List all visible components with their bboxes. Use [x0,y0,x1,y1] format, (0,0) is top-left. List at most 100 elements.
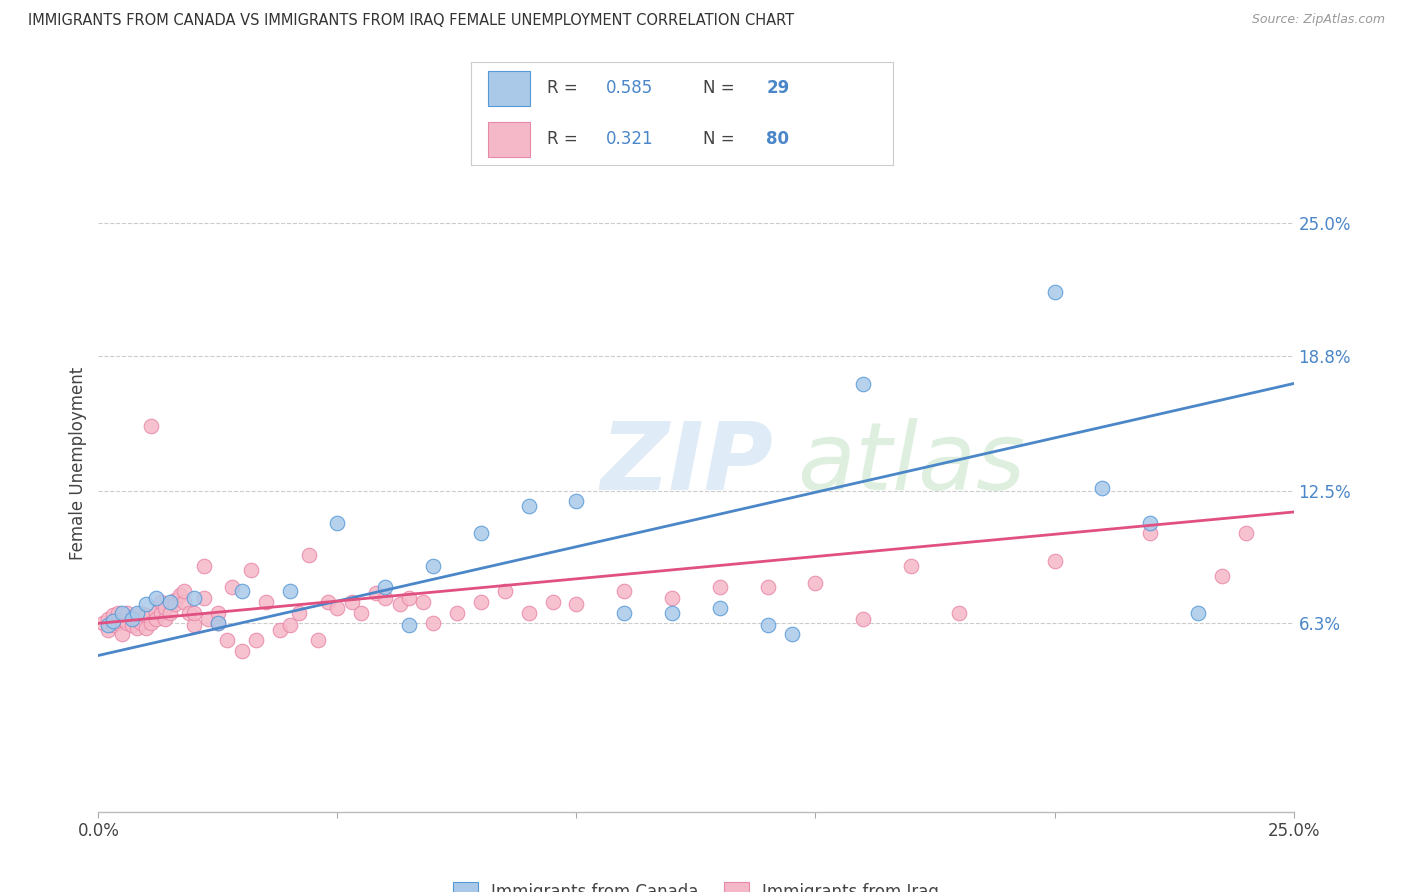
Point [149,595,172,609]
Point [422,616,444,631]
Text: atlas: atlas [797,418,1026,509]
Point [173,595,195,609]
Point [97,612,120,626]
Point [135,607,157,622]
Point [307,633,329,648]
Point [446,606,468,620]
Point [412,595,434,609]
Point [269,623,291,637]
Text: 0.585: 0.585 [606,79,654,97]
Point [169,589,191,603]
Bar [488,70,530,105]
Point [197,612,219,626]
Point [804,575,827,590]
Point [288,606,311,620]
Point [422,558,444,573]
Point [121,610,143,624]
Point [374,580,396,594]
Point [173,584,195,599]
Bar [488,122,530,157]
Point [145,612,167,626]
Point [1187,606,1209,620]
Text: R =: R = [547,130,583,148]
Point [163,597,186,611]
Point [145,606,167,620]
Point [221,580,243,594]
Point [101,607,124,622]
Text: 80: 80 [766,130,789,148]
Point [316,595,339,609]
Point [948,606,970,620]
Point [900,558,922,573]
Point [163,592,186,607]
Point [374,591,396,605]
Point [364,586,387,600]
Point [245,633,267,648]
Point [115,616,138,631]
Point [125,606,148,620]
Point [207,616,229,631]
Text: N =: N = [703,79,740,97]
Point [97,618,120,632]
Point [709,601,731,615]
Point [139,419,162,434]
Point [111,627,134,641]
Point [121,618,143,632]
Point [107,616,129,631]
Point [1211,569,1233,583]
Point [852,612,875,626]
Point [101,614,124,628]
Point [278,618,301,632]
Point [139,616,162,631]
Point [1234,526,1257,541]
Point [217,633,239,648]
Point [131,616,153,631]
Point [155,612,177,626]
Y-axis label: Female Unemployment: Female Unemployment [69,368,87,560]
Point [756,618,779,632]
Point [97,623,120,637]
Text: 0.321: 0.321 [606,130,654,148]
Point [207,616,229,631]
Point [661,591,683,605]
Point [1139,516,1161,530]
Point [398,618,420,632]
Point [541,595,564,609]
Point [1091,482,1114,496]
Point [565,597,588,611]
Text: N =: N = [703,130,740,148]
Point [179,606,201,620]
Point [613,606,636,620]
Point [852,376,875,391]
Point [709,580,731,594]
Point [111,606,134,620]
Point [91,616,114,631]
Point [125,621,148,635]
Point [231,644,253,658]
Point [326,516,349,530]
Point [1043,554,1066,568]
Point [494,584,516,599]
Point [398,591,420,605]
Text: ZIP: ZIP [600,417,773,510]
Point [193,558,215,573]
Point [183,618,205,632]
Point [298,548,321,562]
Point [121,612,143,626]
Point [278,584,301,599]
Point [149,606,172,620]
Point [131,606,153,620]
Point [115,606,138,620]
Point [388,597,411,611]
Point [111,612,134,626]
Point [517,499,540,513]
Point [135,621,157,635]
Point [107,606,129,620]
Point [1043,285,1066,299]
Point [254,595,277,609]
Point [207,606,229,620]
Point [193,591,215,605]
Point [340,595,363,609]
Point [780,627,803,641]
Point [125,612,148,626]
